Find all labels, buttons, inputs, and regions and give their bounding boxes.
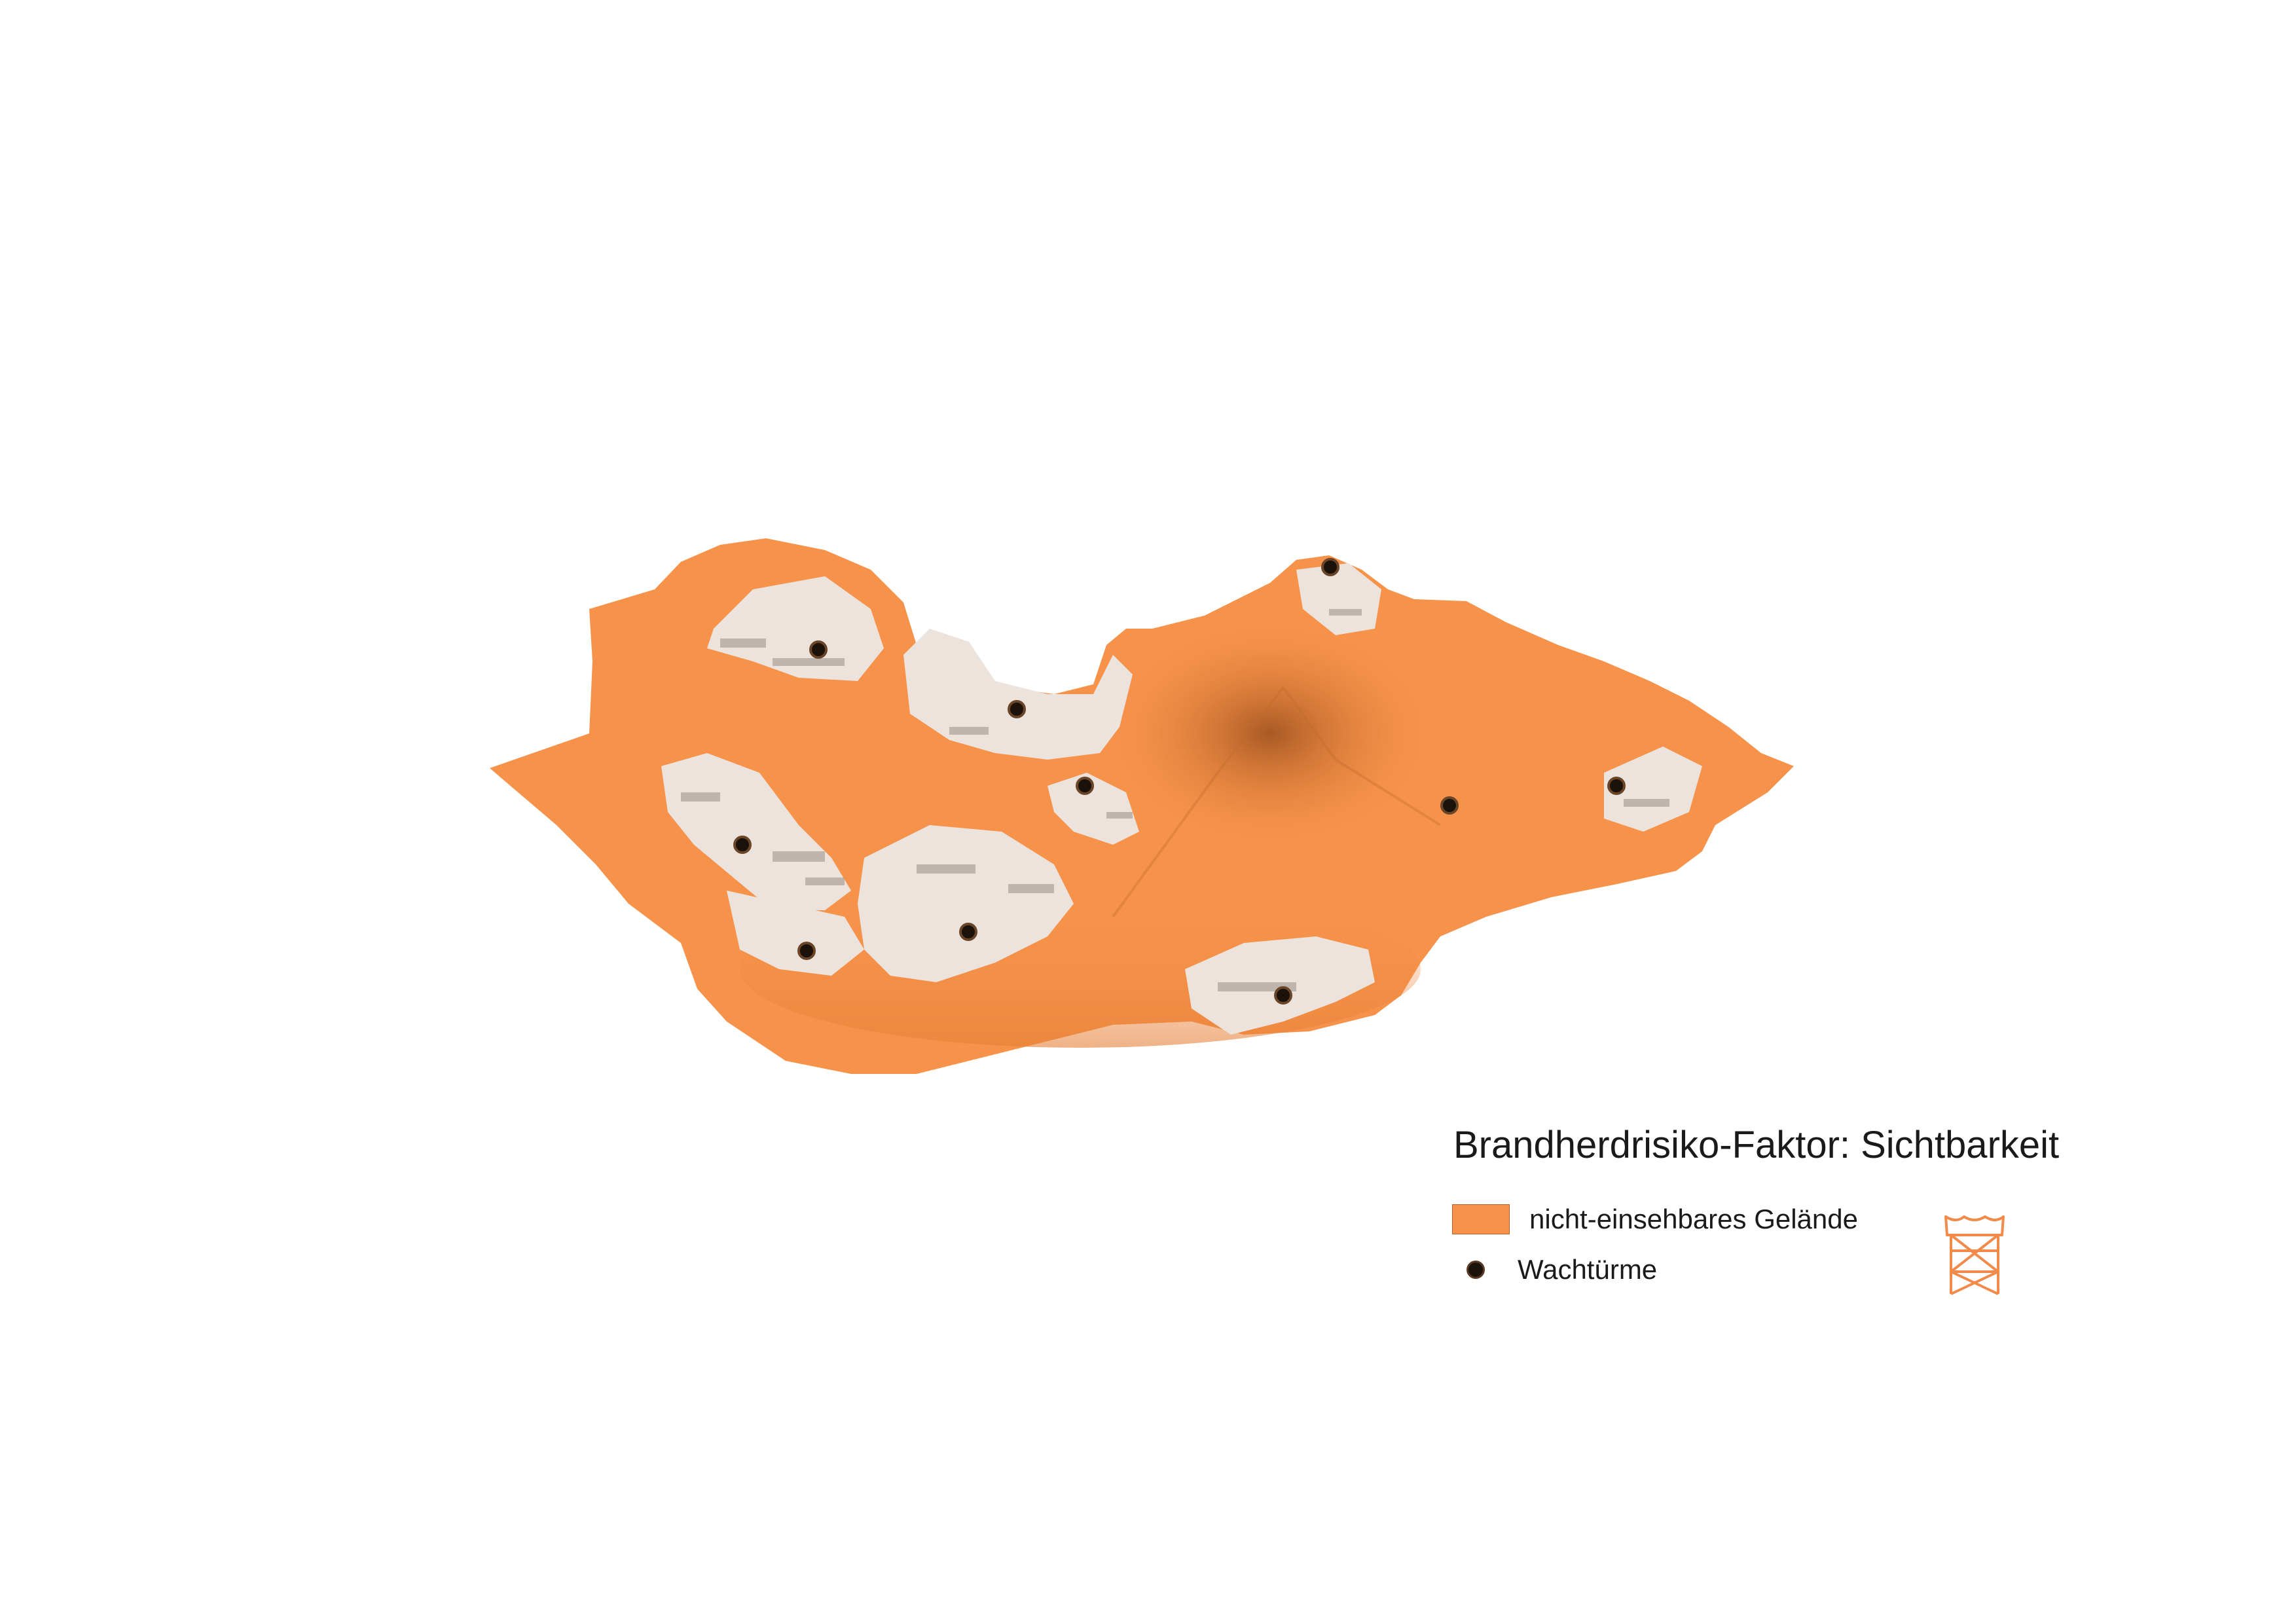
not-visible-terrain-swatch [1452, 1204, 1510, 1234]
visible-area-centre-south [858, 825, 1074, 982]
visible-terrain-texture [681, 609, 1669, 991]
watchtower-icon [1944, 1215, 2005, 1295]
legend-label-not-visible-terrain: nicht-einsehbares Gelände [1529, 1204, 1858, 1234]
legend-label-watchtowers: Wachtürme [1518, 1254, 1658, 1285]
visible-area-east [1604, 747, 1702, 832]
visible-area-centre [1048, 773, 1139, 845]
legend-title: Brandherdrisiko-Faktor: Sichtbarkeit [1453, 1124, 2060, 1166]
visible-area-south-west [727, 891, 864, 976]
mountain-relief [1100, 616, 1440, 851]
visible-area-north-west [707, 576, 884, 681]
legend-item-watchtowers: Wachtürme [1467, 1254, 1657, 1285]
ridge-line [1112, 685, 1442, 918]
visible-area-north-peak [1296, 563, 1381, 635]
legend-item-not-visible-terrain: nicht-einsehbares Gelände [1452, 1204, 1858, 1235]
watchtower-point-symbol [1467, 1261, 1485, 1279]
